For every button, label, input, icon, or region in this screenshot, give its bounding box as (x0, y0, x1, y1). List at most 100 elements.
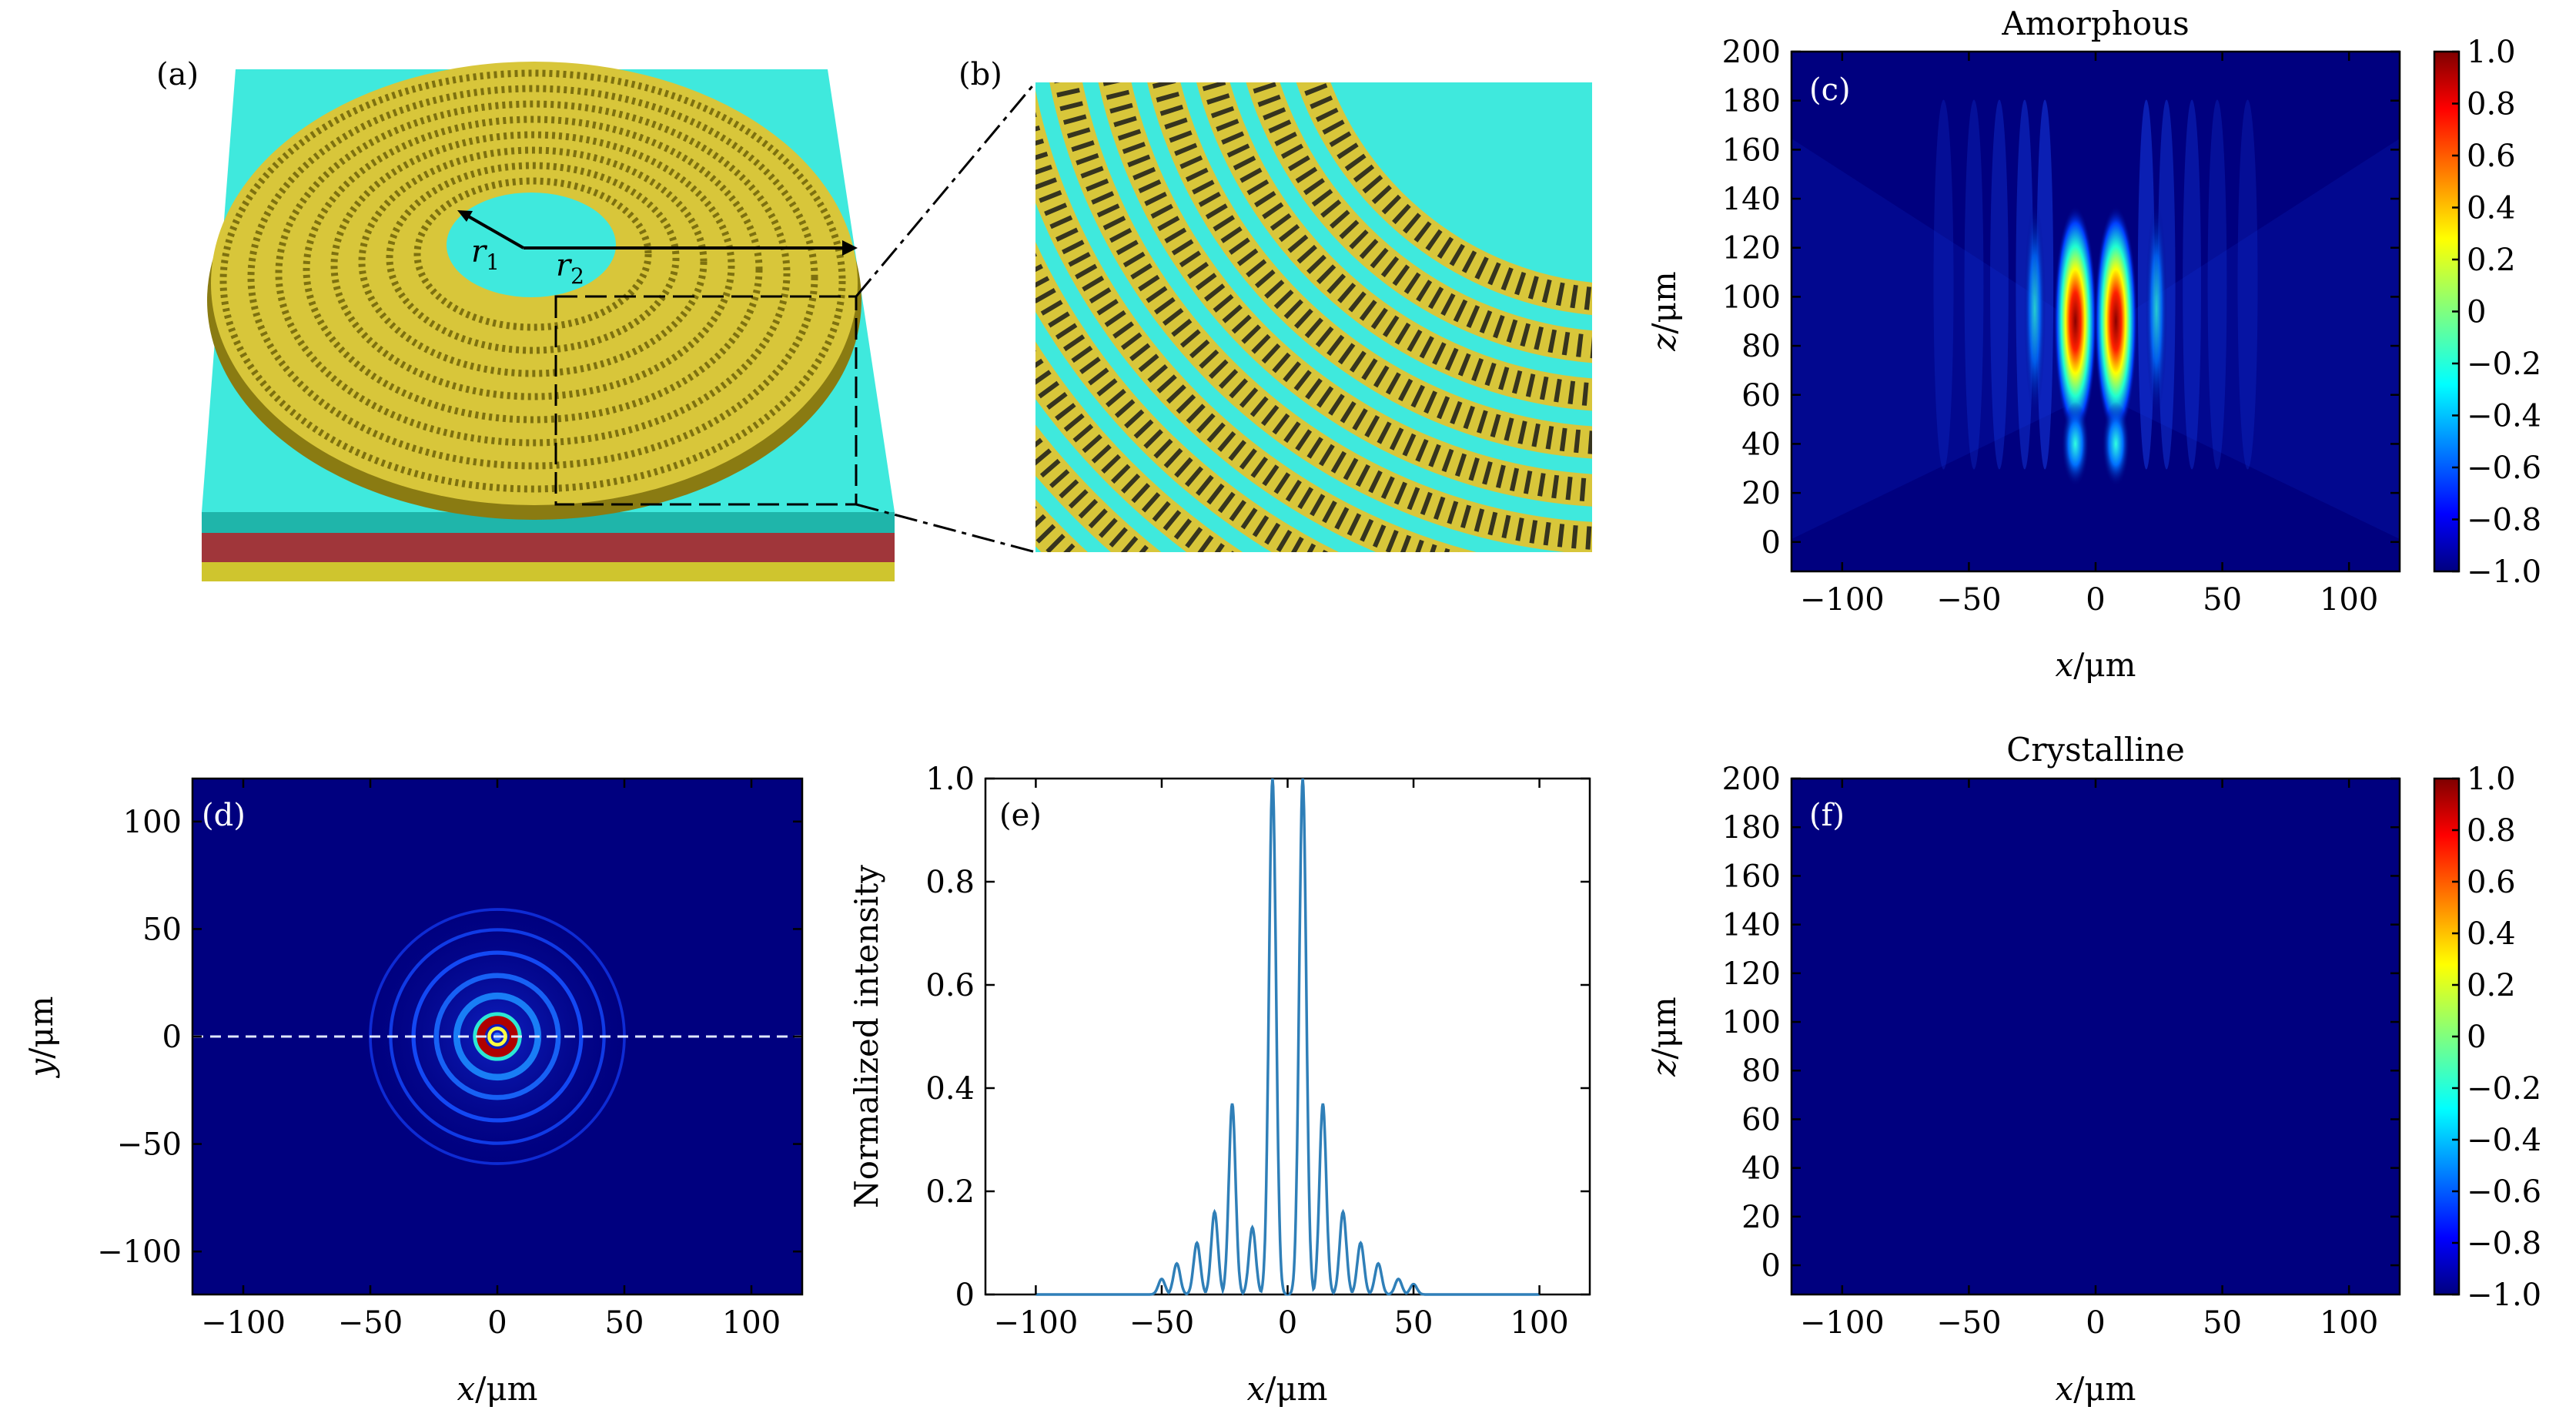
colorbar-tick-label: 0.6 (2467, 865, 2516, 900)
colorbar-tick-label: 0 (2467, 295, 2486, 330)
panel-e-lineplot: −100 −50 0 50 100 0 0.2 0.4 0.6 0.8 1.0 (e) x/μm N… (848, 762, 1591, 1408)
xtick-label: 100 (2320, 582, 2378, 618)
colorbar-tick-label: 0.8 (2467, 87, 2516, 122)
ylabel-c: z/μm (1645, 271, 1683, 351)
colorbar-tick-label: 1.0 (2467, 762, 2516, 797)
ring-groove (247, 85, 818, 470)
colorbar-tick-label: −0.2 (2467, 1071, 2541, 1107)
xtick-label: −100 (993, 1305, 1078, 1341)
ytick-label: −100 (97, 1234, 182, 1270)
focal-lobes (2024, 201, 2167, 487)
ring-groove (358, 146, 708, 377)
xtick-label: 0 (1278, 1305, 1297, 1341)
ytick-label: 60 (1741, 1102, 1781, 1137)
plot-bg-f (1790, 777, 2401, 1296)
ytick-label: 50 (142, 912, 182, 947)
r2-arrowhead (842, 240, 858, 256)
ytick-label: 0 (1761, 1248, 1781, 1284)
panel-label-f: (f) (1809, 798, 1845, 833)
ytick-label: 40 (1741, 1151, 1781, 1187)
panel-label-b: (b) (958, 57, 1002, 92)
colorbar-tick-label: −0.6 (2467, 450, 2541, 486)
ytick-label: 0 (162, 1020, 182, 1055)
xtick-label: −100 (1800, 1305, 1885, 1341)
colorbar-tick-label: −0.6 (2467, 1174, 2541, 1210)
ring-groove (303, 116, 763, 424)
ytick-label: 180 (1722, 84, 1781, 119)
xlabel-e: x/μm (1247, 1370, 1328, 1408)
ytick-label: 20 (1741, 476, 1781, 511)
ytick-label: 200 (1722, 35, 1781, 70)
zoom-connector-top (855, 82, 1037, 297)
side-lobe (2024, 201, 2046, 417)
fringe (1933, 99, 1954, 470)
colorbar-tick-label: −0.8 (2467, 1226, 2541, 1261)
ytick-label: 0.4 (925, 1071, 975, 1107)
ytick-label: 0.6 (925, 968, 975, 1003)
xtick-label: −100 (1800, 582, 1885, 618)
colorbar-tick-label: 0.4 (2467, 191, 2516, 226)
panel-label-a: (a) (156, 57, 199, 92)
axes-f: −100 −50 0 50 100 0 20 40 60 80 100 120 140 160 180 200 (1722, 762, 2400, 1341)
fringe (2207, 99, 2227, 470)
field-c (1791, 99, 2400, 539)
xtick-label: 50 (2203, 582, 2242, 618)
colorbar-tick-label: −1.0 (2467, 554, 2541, 590)
secondary-lobe (2102, 401, 2130, 487)
axes-c: −100 −50 0 50 100 0 20 40 60 80 100 120 140 160 180 200 (1722, 35, 2400, 618)
concentric-ring-structure (207, 62, 861, 520)
ring-grooves (219, 69, 846, 493)
colorbar-tick-label: 0.6 (2467, 139, 2516, 174)
layer-red (202, 531, 895, 562)
xtick-label: 100 (2320, 1305, 2378, 1341)
colorbar-tick-label: −0.8 (2467, 503, 2541, 538)
xtick-label: 100 (1510, 1305, 1568, 1341)
xlabel-f: x/μm (2056, 1370, 2136, 1408)
ytick-label: 120 (1722, 956, 1781, 992)
fringe (1990, 99, 2009, 470)
ring-center-hole (447, 193, 616, 297)
ytick-label: 160 (1722, 859, 1781, 894)
ytick-label: 100 (1722, 280, 1781, 315)
ytick-label: 100 (1722, 1005, 1781, 1040)
panel-label-e: (e) (999, 798, 1042, 833)
panel-label-d: (d) (202, 798, 246, 833)
colorbar-tick-label: −0.4 (2467, 399, 2541, 434)
zoom-region-box (554, 295, 858, 506)
ytick-label: 60 (1741, 378, 1781, 414)
ylabel-f: z/μm (1645, 996, 1683, 1077)
fringe (2237, 99, 2258, 470)
ring-groove (275, 100, 791, 447)
ytick-label: 0.8 (925, 865, 975, 900)
ytick-label: 0 (955, 1278, 975, 1313)
ytick-label: 180 (1722, 810, 1781, 846)
ytick-label: 140 (1722, 908, 1781, 943)
layer-teal-edge (202, 512, 895, 533)
panel-a-illustration: r1 r2 (a) (156, 57, 1037, 581)
axes-d: −100 −50 0 50 100 100 50 0 −50 −100 (97, 779, 802, 1341)
r1-arrowhead (457, 210, 473, 222)
xtick-label: 0 (487, 1305, 507, 1341)
colorbar-tick-label: 0.2 (2467, 243, 2516, 278)
colorbar-tick-label: −0.2 (2467, 347, 2541, 382)
ring-groove (413, 177, 652, 331)
ytick-label: 200 (1722, 762, 1781, 797)
xtick-label: 50 (2203, 1305, 2242, 1341)
ytick-label: 100 (123, 805, 182, 840)
panel-c-heatmap: Amorphous −100 −50 0 50 100 0 20 40 60 80 100 120 14… (1645, 5, 2541, 684)
ytick-label: 0 (1761, 525, 1781, 561)
r1-arrow (460, 210, 524, 250)
ytick-label: 120 (1722, 231, 1781, 266)
secondary-lobe (2061, 401, 2089, 487)
ytick-label: 140 (1722, 182, 1781, 217)
interference-fringes (1933, 99, 2258, 470)
ring-groove (330, 131, 735, 400)
ytick-label: 160 (1722, 132, 1781, 168)
airy-ring (433, 973, 561, 1100)
ylabel-e: Normalized intensity (848, 865, 885, 1208)
xtick-label: −50 (1936, 582, 2001, 618)
ytick-label: 1.0 (925, 762, 975, 797)
xtick-label: 50 (605, 1305, 644, 1341)
side-lobe (2146, 201, 2167, 417)
xtick-label: −50 (338, 1305, 403, 1341)
